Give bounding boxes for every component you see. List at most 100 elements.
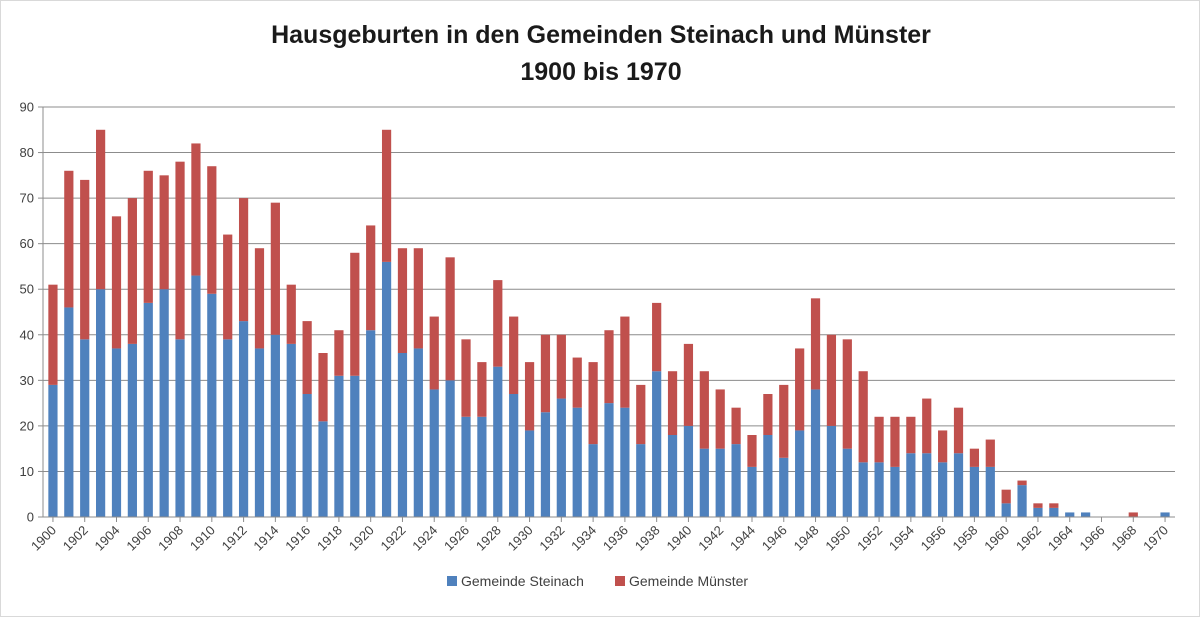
bar-muenster-1959 xyxy=(985,439,995,467)
bar-steinach-1934 xyxy=(588,444,598,517)
bar-muenster-1912 xyxy=(238,198,249,322)
bar-muenster-1960 xyxy=(1001,489,1011,504)
bar-steinach-1951 xyxy=(858,462,868,517)
bar-muenster-1923 xyxy=(413,248,423,349)
bar-steinach-1918 xyxy=(334,375,344,517)
bar-steinach-1948 xyxy=(810,389,821,517)
bar-muenster-1968 xyxy=(1128,512,1138,517)
x-tick-label: 1954 xyxy=(886,523,917,554)
bar-steinach-1935 xyxy=(604,403,614,517)
bar-muenster-1921 xyxy=(381,129,392,262)
bar-steinach-1911 xyxy=(223,339,233,517)
bar-steinach-1963 xyxy=(1049,507,1059,517)
bar-muenster-1946 xyxy=(779,384,789,458)
bar-steinach-1953 xyxy=(890,466,900,517)
bar-steinach-1921 xyxy=(381,261,392,517)
bar-muenster-1900 xyxy=(48,284,58,385)
x-tick-label: 1926 xyxy=(441,523,472,554)
bar-steinach-1959 xyxy=(985,466,995,517)
bar-muenster-1949 xyxy=(826,334,837,426)
bar-steinach-1945 xyxy=(763,435,773,517)
bar-steinach-1955 xyxy=(922,453,932,517)
bar-muenster-1933 xyxy=(572,357,582,408)
bar-muenster-1909 xyxy=(191,143,201,276)
bar-steinach-1928 xyxy=(493,366,503,517)
y-tick-label: 70 xyxy=(20,191,34,206)
bar-steinach-1931 xyxy=(540,412,551,517)
bar-steinach-1950 xyxy=(842,448,852,517)
x-tick-label: 1968 xyxy=(1108,523,1139,554)
bar-steinach-1938 xyxy=(652,371,662,517)
bar-muenster-1961 xyxy=(1017,480,1027,486)
bar-steinach-1906 xyxy=(143,302,153,517)
x-tick-label: 1912 xyxy=(219,523,250,554)
bar-steinach-1916 xyxy=(302,394,312,517)
x-tick-label: 1940 xyxy=(664,523,695,554)
bar-steinach-1915 xyxy=(286,343,296,517)
bar-steinach-1920 xyxy=(366,330,376,517)
bar-muenster-1918 xyxy=(334,330,344,376)
bar-muenster-1943 xyxy=(731,407,741,445)
x-tick-label: 1944 xyxy=(727,523,758,554)
bar-muenster-1917 xyxy=(318,353,328,422)
x-tick-label: 1916 xyxy=(282,523,313,554)
bar-steinach-1946 xyxy=(779,457,789,517)
bar-steinach-1922 xyxy=(397,353,408,517)
bar-steinach-1908 xyxy=(175,339,185,517)
bar-muenster-1908 xyxy=(175,161,185,340)
x-tick-label: 1952 xyxy=(854,523,885,554)
x-tick-label: 1932 xyxy=(536,523,567,554)
bar-steinach-1970 xyxy=(1160,512,1170,517)
bar-steinach-1942 xyxy=(715,448,725,517)
x-tick-label: 1904 xyxy=(92,523,123,554)
x-tick-label: 1946 xyxy=(759,523,790,554)
bar-steinach-1905 xyxy=(127,343,137,517)
bar-steinach-1952 xyxy=(874,462,884,517)
bar-steinach-1927 xyxy=(477,416,487,517)
x-tick-label: 1956 xyxy=(918,523,949,554)
bar-steinach-1941 xyxy=(699,448,709,517)
bar-muenster-1940 xyxy=(683,343,694,426)
y-tick-label: 50 xyxy=(20,282,34,297)
bar-muenster-1934 xyxy=(588,362,598,445)
x-tick-label: 1936 xyxy=(600,523,631,554)
bar-steinach-1936 xyxy=(620,407,630,517)
bar-steinach-1947 xyxy=(795,430,805,517)
y-tick-label: 20 xyxy=(20,418,34,433)
bar-steinach-1901 xyxy=(64,307,74,517)
bar-muenster-1928 xyxy=(493,280,503,367)
bar-muenster-1911 xyxy=(223,234,233,340)
bar-steinach-1914 xyxy=(270,334,280,517)
bar-muenster-1957 xyxy=(953,407,964,454)
y-tick-label: 90 xyxy=(20,100,34,115)
x-tick-label: 1930 xyxy=(505,523,536,554)
x-tick-label: 1942 xyxy=(695,523,726,554)
bar-muenster-1922 xyxy=(397,248,408,353)
bar-muenster-1948 xyxy=(810,298,821,390)
chart-title-line-2: 1900 bis 1970 xyxy=(520,58,681,86)
x-tick-label: 1970 xyxy=(1140,523,1171,554)
bar-steinach-1929 xyxy=(509,394,519,517)
bar-steinach-1956 xyxy=(938,462,948,517)
x-tick-label: 1910 xyxy=(187,523,218,554)
bar-muenster-1955 xyxy=(922,398,932,454)
bar-steinach-1954 xyxy=(906,453,916,517)
x-tick-label: 1966 xyxy=(1077,523,1108,554)
x-tick-label: 1950 xyxy=(822,523,853,554)
chart-title-line-1: Hausgeburten in den Gemeinden Steinach u… xyxy=(271,21,931,49)
y-tick-label: 40 xyxy=(20,327,34,342)
bar-steinach-1961 xyxy=(1017,485,1027,517)
legend-swatch-steinach xyxy=(447,576,457,586)
bars xyxy=(48,129,1170,517)
bar-muenster-1907 xyxy=(159,175,169,290)
bar-muenster-1936 xyxy=(620,316,630,408)
bar-muenster-1944 xyxy=(747,435,757,467)
y-tick-label: 30 xyxy=(20,373,34,388)
x-tick-label: 1922 xyxy=(378,523,409,554)
bar-steinach-1933 xyxy=(572,407,582,517)
bar-steinach-1957 xyxy=(953,453,964,517)
bar-muenster-1929 xyxy=(509,316,519,394)
bar-muenster-1910 xyxy=(207,166,217,294)
bar-muenster-1914 xyxy=(270,202,280,335)
